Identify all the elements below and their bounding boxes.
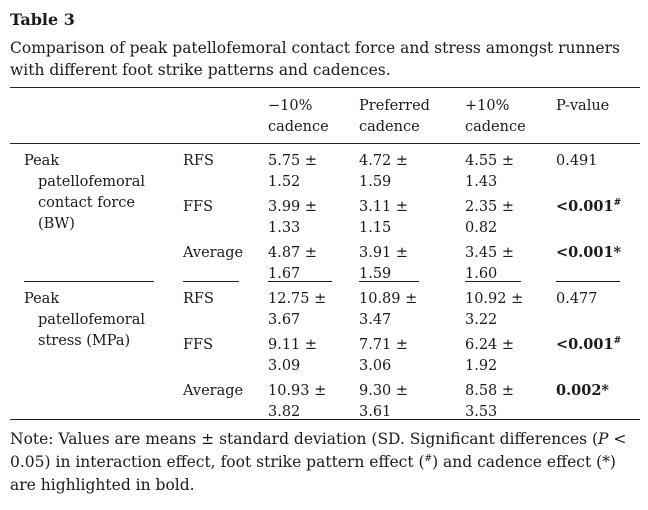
- cell-sd: 1.60: [465, 266, 498, 282]
- group-name-line: Peak: [24, 153, 60, 169]
- cell-p-value: <0.001*: [556, 242, 621, 264]
- cell-mean: 12.75 ±: [268, 291, 327, 307]
- cell-sd: 3.22: [465, 312, 498, 328]
- cell-sd: 1.43: [465, 174, 498, 190]
- group-separator-rule: [465, 281, 521, 282]
- row-condition: FFS: [183, 199, 214, 215]
- table-bottom-rule: [10, 419, 640, 420]
- cell-sd: 3.67: [268, 312, 301, 328]
- cell-mean: 3.99 ±: [268, 199, 318, 215]
- cell-sd: 3.82: [268, 404, 301, 420]
- row-condition: Average: [183, 245, 244, 261]
- cell-sd: 1.92: [465, 358, 498, 374]
- row-condition: RFS: [183, 291, 214, 307]
- group-separator-rule: [24, 281, 154, 282]
- header-p-value: P-value: [556, 98, 610, 114]
- footnote-p-symbol: P: [598, 430, 609, 448]
- cell-sd: 3.61: [359, 404, 392, 420]
- cell-sd: 1.59: [359, 174, 392, 190]
- cell-mean: 3.45 ±: [465, 245, 515, 261]
- footnote-part2: < 0.05) in interaction effect, foot stri…: [10, 430, 627, 471]
- header-preferred-line1: Preferred: [359, 98, 430, 114]
- table-footnote: Note: Values are means ± standard deviat…: [10, 428, 640, 497]
- cell-mean: 5.75 ±: [268, 153, 318, 169]
- p-value-text: <0.001*: [556, 244, 622, 261]
- row-condition: FFS: [183, 337, 214, 353]
- group-name-line: Peak: [24, 291, 60, 307]
- cell-sd: 3.06: [359, 358, 392, 374]
- table-top-rule: [10, 87, 640, 88]
- p-value-superscript: #: [613, 198, 622, 209]
- group-separator-rule: [556, 281, 620, 282]
- group-name-line: contact force: [38, 195, 135, 211]
- p-value-text: 0.477: [556, 291, 598, 307]
- cell-mean: 4.87 ±: [268, 245, 318, 261]
- cell-mean: 7.71 ±: [359, 337, 409, 353]
- cell-sd: 1.67: [268, 266, 301, 282]
- cell-sd: 1.59: [359, 266, 392, 282]
- cell-mean: 9.11 ±: [268, 337, 318, 353]
- group-name-line: (BW): [38, 216, 75, 232]
- header-preferred-line2: cadence: [359, 119, 420, 135]
- p-value-superscript: #: [613, 336, 622, 347]
- header-rule: [10, 143, 640, 144]
- row-condition: RFS: [183, 153, 214, 169]
- footnote-hash: #: [424, 453, 433, 464]
- cell-p-value: 0.477: [556, 288, 598, 310]
- cell-mean: 3.91 ±: [359, 245, 409, 261]
- p-value-text: <0.001: [556, 336, 614, 353]
- table-label: Table 3: [10, 10, 75, 29]
- footnote-part1: Note: Values are means ± standard deviat…: [10, 430, 599, 448]
- cell-mean: 10.92 ±: [465, 291, 524, 307]
- cell-sd: 3.09: [268, 358, 301, 374]
- header-minus10-line1: −10%: [268, 98, 313, 114]
- cell-sd: 1.52: [268, 174, 301, 190]
- cell-sd: 3.47: [359, 312, 392, 328]
- cell-mean: 6.24 ±: [465, 337, 515, 353]
- group-separator-rule: [359, 281, 419, 282]
- group-name-line: patellofemoral: [38, 312, 145, 328]
- cell-sd: 3.53: [465, 404, 498, 420]
- cell-mean: 4.72 ±: [359, 153, 409, 169]
- p-value-text: 0.002*: [556, 382, 609, 399]
- cell-mean: 2.35 ±: [465, 199, 515, 215]
- cell-sd: 0.82: [465, 220, 498, 236]
- cell-p-value: 0.491: [556, 150, 598, 172]
- cell-p-value: <0.001#: [556, 196, 621, 218]
- cell-p-value: <0.001#: [556, 334, 621, 356]
- group-separator-rule: [183, 281, 239, 282]
- cell-mean: 8.58 ±: [465, 383, 515, 399]
- p-value-text: 0.491: [556, 153, 598, 169]
- header-plus10-line1: +10%: [465, 98, 510, 114]
- cell-sd: 1.33: [268, 220, 301, 236]
- cell-mean: 10.89 ±: [359, 291, 418, 307]
- group-separator-rule: [268, 281, 332, 282]
- cell-mean: 3.11 ±: [359, 199, 409, 215]
- cell-mean: 4.55 ±: [465, 153, 515, 169]
- cell-p-value: 0.002*: [556, 380, 609, 402]
- group-name-line: patellofemoral: [38, 174, 145, 190]
- table-caption: Comparison of peak patellofemoral contac…: [10, 39, 620, 79]
- group-name-line: stress (MPa): [38, 333, 131, 349]
- header-minus10-line2: cadence: [268, 119, 329, 135]
- cell-mean: 10.93 ±: [268, 383, 327, 399]
- header-plus10-line2: cadence: [465, 119, 526, 135]
- footnote-part3: ) and cadence effect (*) are highlighted…: [10, 453, 616, 494]
- cell-mean: 9.30 ±: [359, 383, 409, 399]
- row-condition: Average: [183, 383, 244, 399]
- p-value-text: <0.001: [556, 198, 614, 215]
- cell-sd: 1.15: [359, 220, 392, 236]
